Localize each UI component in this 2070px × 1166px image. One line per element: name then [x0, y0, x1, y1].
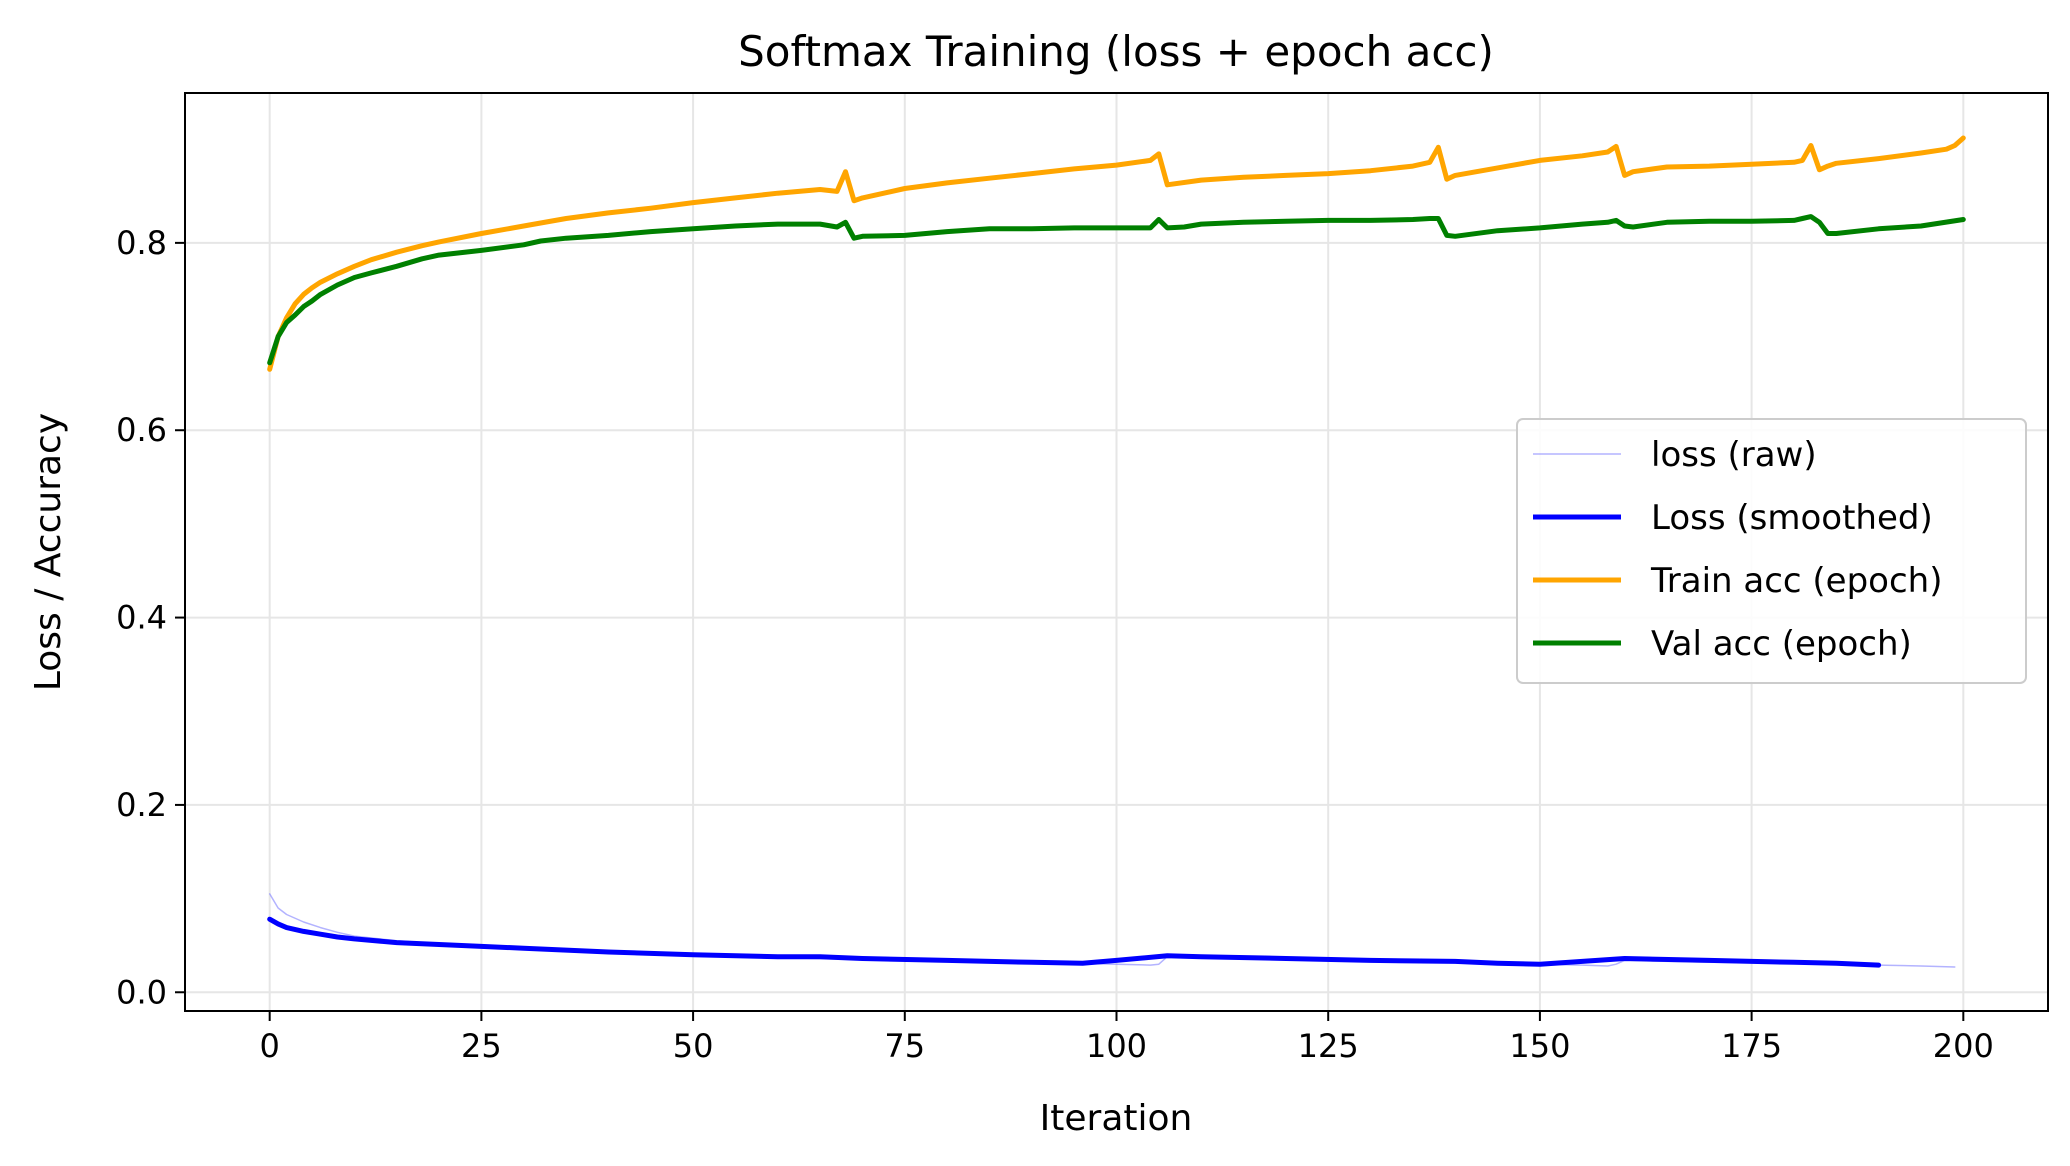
grid — [185, 93, 2048, 1011]
legend-box — [1516, 418, 2027, 684]
series-line-3 — [267, 135, 1966, 372]
y-tick-label: 0.6 — [116, 411, 167, 449]
y-tick-label: 0.4 — [116, 599, 167, 637]
x-tick-label: 75 — [884, 1027, 925, 1065]
legend-label: Train acc (epoch) — [1650, 561, 1943, 601]
legend-label: Val acc (epoch) — [1651, 624, 1912, 664]
x-axis-label: Iteration — [1040, 1098, 1193, 1139]
legend-label: Loss (smoothed) — [1651, 498, 1933, 538]
axis-ticks: 0 25 50 75 100 125 150 175 200 0.0 0.2 0.4 0.6 0.8 — [116, 224, 1994, 1065]
y-tick-label: 0.8 — [116, 224, 167, 262]
x-tick-label: 175 — [1721, 1027, 1782, 1065]
legend-label: loss (raw) — [1651, 435, 1817, 475]
x-tick-label: 25 — [461, 1027, 502, 1065]
y-tick-label: 0.2 — [116, 786, 167, 824]
series-line-4 — [267, 214, 1966, 366]
legend: loss (raw) Loss (smoothed) Train acc (epoc… — [1516, 418, 2027, 684]
x-tick-label: 200 — [1933, 1027, 1994, 1065]
x-tick-label: 150 — [1509, 1027, 1570, 1065]
chart-title: Softmax Training (loss + epoch acc) — [738, 27, 1494, 76]
y-axis-label: Loss / Accuracy — [28, 413, 69, 691]
series-line-2 — [267, 916, 1882, 968]
series-layer — [267, 135, 1966, 968]
x-tick-label: 100 — [1086, 1027, 1147, 1065]
x-tick-label: 0 — [260, 1027, 280, 1065]
x-tick-label: 50 — [673, 1027, 714, 1065]
x-tick-label: 125 — [1298, 1027, 1359, 1065]
y-tick-label: 0.0 — [116, 973, 167, 1011]
series-line-1 — [268, 893, 1956, 968]
